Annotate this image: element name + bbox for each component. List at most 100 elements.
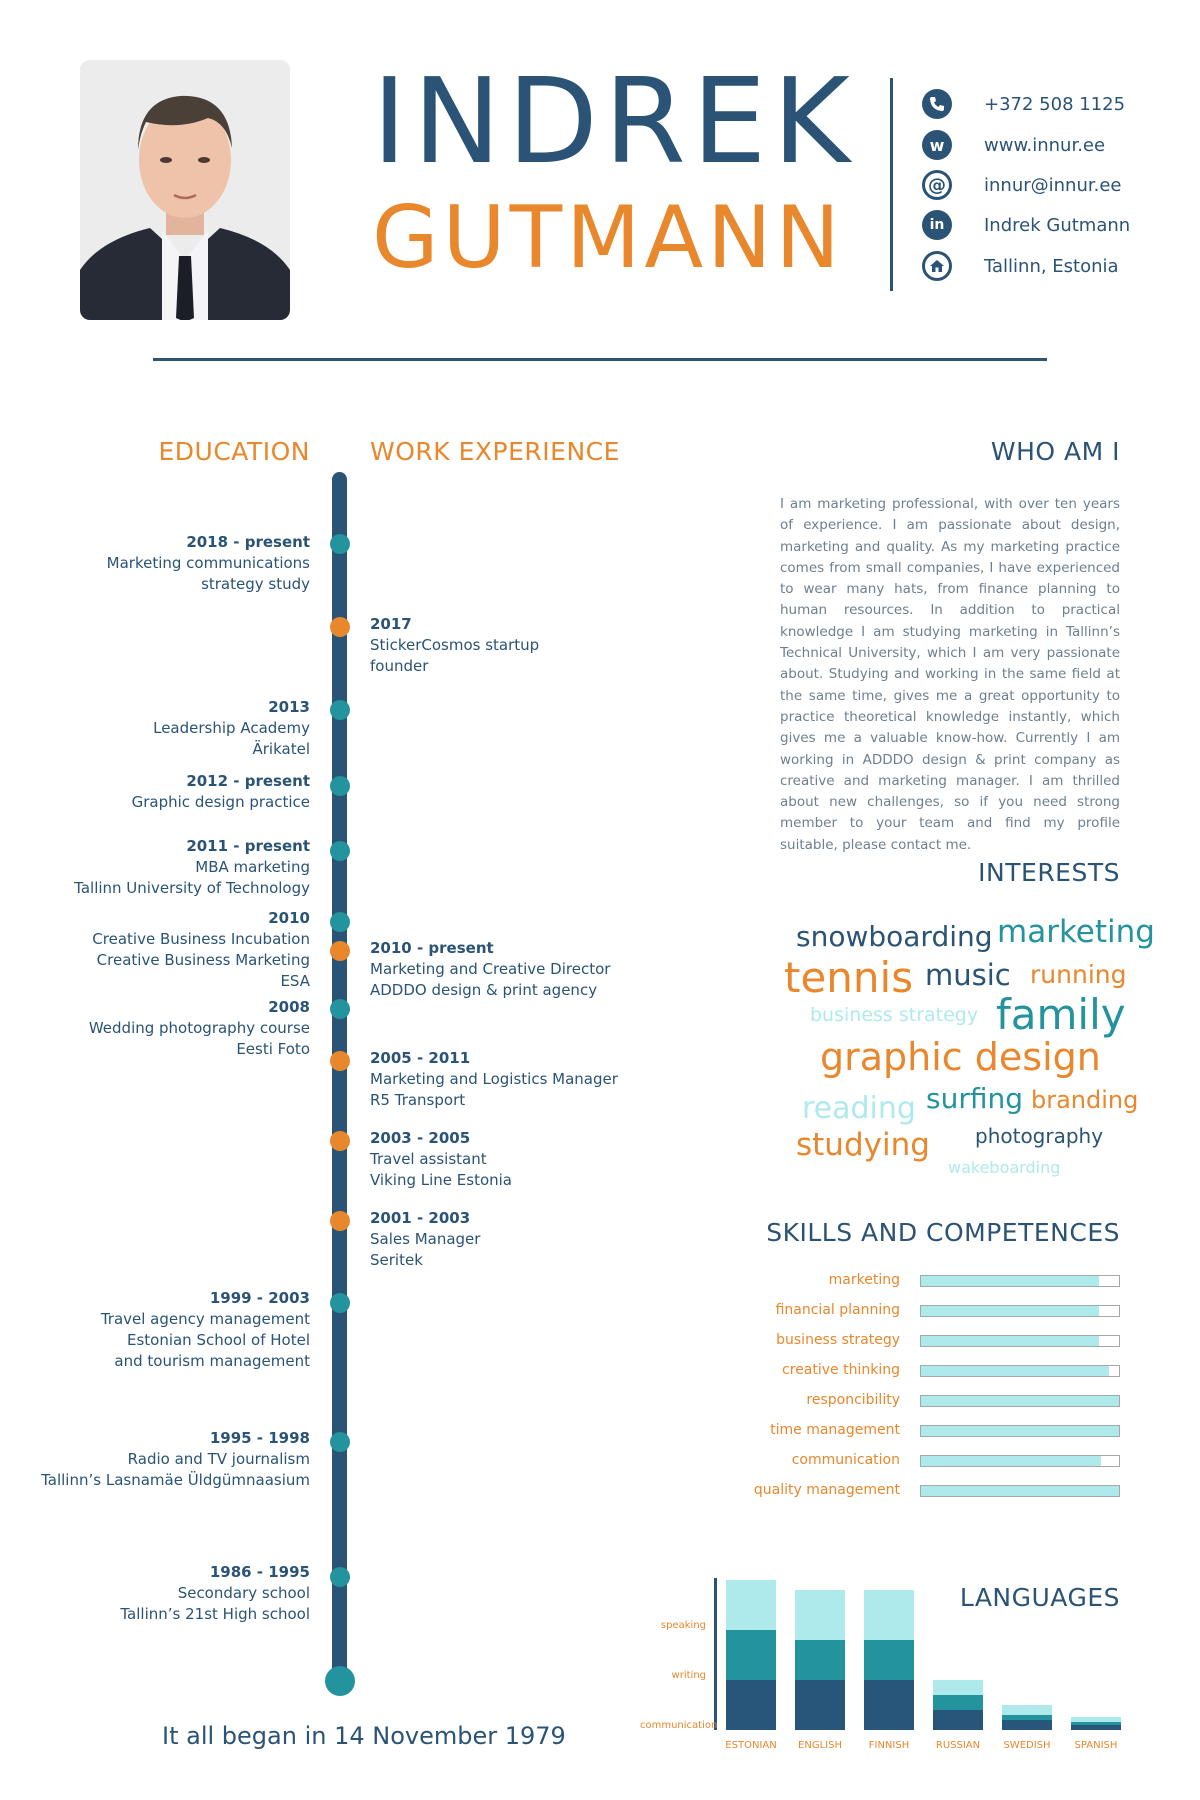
- phone-text: +372 508 1125: [984, 93, 1126, 115]
- work-entry: 2010 - present Marketing and Creative Di…: [370, 938, 610, 1001]
- language-bar-segment: [795, 1640, 845, 1680]
- first-name: INDREK: [372, 52, 856, 190]
- skill-label: quality management: [753, 1482, 900, 1498]
- interests-heading: INTERESTS: [978, 858, 1120, 887]
- education-date: 2013: [268, 698, 310, 716]
- interest-word: studying: [796, 1127, 930, 1163]
- email-icon: @: [922, 170, 952, 200]
- education-line: Tallinn’s Lasnamäe Üldgümnaasium: [41, 1471, 310, 1489]
- interest-word: graphic design: [820, 1035, 1101, 1079]
- education-entry: 2013 Leadership Academy Ärikatel: [153, 697, 310, 760]
- linkedin-icon: in: [922, 210, 952, 240]
- education-entry: 2011 - present MBA marketing Tallinn Uni…: [74, 836, 310, 899]
- work-line: R5 Transport: [370, 1091, 466, 1109]
- work-heading: WORK EXPERIENCE: [370, 437, 620, 466]
- timeline-dot-education: [330, 776, 350, 796]
- education-entry: 1995 - 1998 Radio and TV journalism Tall…: [41, 1428, 310, 1491]
- education-line: Estonian School of Hotel: [126, 1331, 310, 1349]
- timeline-dot-education: [330, 999, 350, 1019]
- skill-label: communication: [791, 1452, 900, 1468]
- contact-email[interactable]: @ innur@innur.ee: [922, 169, 1121, 201]
- language-label: FINNISH: [868, 1740, 910, 1751]
- skill-bar-fill: [921, 1486, 1119, 1496]
- languages-legend-label: writing: [671, 1670, 706, 1681]
- linkedin-text: Indrek Gutmann: [984, 214, 1131, 236]
- work-line: Marketing and Logistics Manager: [370, 1070, 618, 1088]
- interest-word: music: [925, 958, 1011, 992]
- language-bar-segment: [1071, 1717, 1121, 1722]
- education-line: Radio and TV journalism: [127, 1450, 310, 1468]
- work-entry: 2003 - 2005 Travel assistant Viking Line…: [370, 1128, 512, 1191]
- education-entry: 2010 Creative Business Incubation Creati…: [92, 908, 310, 992]
- work-line: Marketing and Creative Director: [370, 960, 611, 978]
- interest-word: marketing: [997, 914, 1155, 950]
- interest-word: photography: [975, 1124, 1104, 1148]
- phone-icon: [922, 89, 952, 119]
- skill-label: responcibility: [806, 1392, 900, 1408]
- education-line: Travel agency management: [100, 1310, 310, 1328]
- about-text: I am marketing professional, with over t…: [780, 496, 1120, 853]
- portrait-illustration: [80, 60, 290, 320]
- education-date: 2008: [268, 998, 310, 1016]
- education-entry: 1986 - 1995 Secondary school Tallinn’s 2…: [120, 1562, 310, 1625]
- language-bar-segment: [726, 1630, 776, 1680]
- interest-word: branding: [1031, 1086, 1139, 1114]
- skill-bar-fill: [921, 1306, 1100, 1316]
- location-text: Tallinn, Estonia: [984, 255, 1119, 277]
- education-date: 2018 - present: [186, 533, 310, 551]
- interest-word: family: [996, 990, 1126, 1039]
- languages-legend-label: speaking: [660, 1620, 706, 1631]
- work-entry: 2001 - 2003 Sales Manager Seritek: [370, 1208, 480, 1271]
- timeline-dot-education: [330, 1432, 350, 1452]
- timeline-dot-education: [330, 534, 350, 554]
- timeline-dot-work: [330, 1051, 350, 1071]
- skill-bar-fill: [921, 1336, 1100, 1346]
- language-bar-segment: [795, 1680, 845, 1730]
- language-bar-segment: [1002, 1715, 1052, 1720]
- education-entry: 1999 - 2003 Travel agency management Est…: [101, 1288, 310, 1372]
- contact-linkedin[interactable]: in Indrek Gutmann: [922, 209, 1130, 241]
- education-date: 1995 - 1998: [209, 1429, 310, 1447]
- education-entry: 2012 - present Graphic design practice: [132, 771, 310, 813]
- education-line: Graphic design practice: [131, 793, 310, 811]
- languages-heading: LANGUAGES: [959, 1583, 1120, 1612]
- timeline-dot-education: [330, 1567, 350, 1587]
- language-bar-segment: [1071, 1725, 1121, 1730]
- work-date: 2005 - 2011: [370, 1049, 471, 1067]
- contact-phone[interactable]: +372 508 1125: [922, 88, 1125, 120]
- contact-divider: [890, 78, 893, 291]
- interest-word: business strategy: [810, 1004, 979, 1026]
- timeline-dot-education: [330, 841, 350, 861]
- skills-heading: SKILLS AND COMPETENCES: [766, 1218, 1120, 1247]
- timeline-dot-work: [330, 941, 350, 961]
- language-label: ESTONIAN: [725, 1740, 777, 1751]
- skill-bar-fill: [921, 1426, 1119, 1436]
- skill-bar: [920, 1455, 1120, 1467]
- education-line: Leadership Academy: [153, 719, 310, 737]
- education-date: 1999 - 2003: [209, 1289, 310, 1307]
- profile-photo: [80, 60, 290, 320]
- timeline-dot-education: [330, 912, 350, 932]
- language-bar-segment: [726, 1580, 776, 1630]
- header-divider: [153, 358, 1047, 361]
- education-line: Creative Business Incubation: [92, 930, 310, 948]
- skill-label: marketing: [828, 1272, 900, 1288]
- education-line: Tallinn University of Technology: [74, 879, 310, 897]
- education-line: ESA: [280, 972, 310, 990]
- language-bar-segment: [795, 1590, 845, 1640]
- education-line: Marketing communications: [106, 554, 310, 572]
- skill-bar: [920, 1365, 1120, 1377]
- language-bar-segment: [933, 1695, 983, 1710]
- work-line: Travel assistant: [370, 1150, 487, 1168]
- timeline-dot-work: [330, 617, 350, 637]
- skill-bar: [920, 1485, 1120, 1497]
- education-date: 2010: [268, 909, 310, 927]
- skill-bar: [920, 1305, 1120, 1317]
- work-line: Sales Manager: [370, 1230, 481, 1248]
- timeline-dot-education: [330, 1293, 350, 1313]
- contact-web[interactable]: w www.innur.ee: [922, 129, 1105, 161]
- timeline-dot-education: [330, 700, 350, 720]
- skill-bar-fill: [921, 1396, 1119, 1406]
- education-date: 1986 - 1995: [209, 1563, 310, 1581]
- education-heading: EDUCATION: [158, 437, 310, 466]
